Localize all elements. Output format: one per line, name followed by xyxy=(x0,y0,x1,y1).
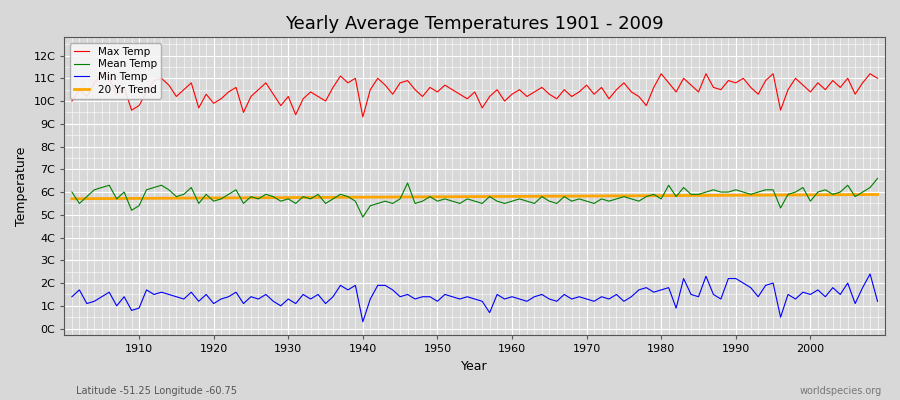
Line: 20 Yr Trend: 20 Yr Trend xyxy=(72,194,878,199)
Max Temp xyxy=(67,99,77,104)
Mean Temp xyxy=(67,190,77,194)
Legend: Max Temp, Mean Temp, Min Temp, 20 Yr Trend: Max Temp, Mean Temp, Min Temp, 20 Yr Tre… xyxy=(69,42,161,99)
Min Temp xyxy=(126,308,137,313)
Max Temp xyxy=(872,76,883,81)
Mean Temp xyxy=(507,199,517,204)
Min Temp xyxy=(357,319,368,324)
Line: Min Temp: Min Temp xyxy=(72,274,878,322)
Line: Mean Temp: Mean Temp xyxy=(72,178,878,217)
Mean Temp xyxy=(604,199,615,204)
Max Temp xyxy=(521,94,532,99)
Line: Max Temp: Max Temp xyxy=(72,74,878,117)
Min Temp xyxy=(514,297,525,302)
X-axis label: Year: Year xyxy=(462,360,488,373)
Mean Temp xyxy=(872,176,883,181)
Mean Temp xyxy=(357,215,368,220)
Mean Temp xyxy=(291,201,302,206)
20 Yr Trend xyxy=(335,195,346,200)
Min Temp xyxy=(872,299,883,304)
Min Temp xyxy=(507,294,517,299)
20 Yr Trend xyxy=(291,195,302,200)
Max Temp xyxy=(357,114,368,119)
Text: Latitude -51.25 Longitude -60.75: Latitude -51.25 Longitude -60.75 xyxy=(76,386,238,396)
20 Yr Trend xyxy=(67,196,77,201)
Min Temp xyxy=(335,283,346,288)
Title: Yearly Average Temperatures 1901 - 2009: Yearly Average Temperatures 1901 - 2009 xyxy=(285,15,664,33)
20 Yr Trend xyxy=(126,196,137,201)
Max Temp xyxy=(298,96,309,101)
Min Temp xyxy=(67,294,77,299)
20 Yr Trend xyxy=(596,194,607,198)
Min Temp xyxy=(604,297,615,302)
Text: worldspecies.org: worldspecies.org xyxy=(800,386,882,396)
Mean Temp xyxy=(514,196,525,201)
Mean Temp xyxy=(335,192,346,197)
Y-axis label: Temperature: Temperature xyxy=(15,147,28,226)
Max Temp xyxy=(514,87,525,92)
20 Yr Trend xyxy=(507,194,517,199)
Max Temp xyxy=(343,80,354,85)
Mean Temp xyxy=(126,208,137,213)
Min Temp xyxy=(865,272,876,276)
Max Temp xyxy=(611,87,622,92)
20 Yr Trend xyxy=(500,194,510,199)
20 Yr Trend xyxy=(872,192,883,197)
Max Temp xyxy=(96,71,107,76)
Min Temp xyxy=(291,301,302,306)
Max Temp xyxy=(134,103,145,108)
